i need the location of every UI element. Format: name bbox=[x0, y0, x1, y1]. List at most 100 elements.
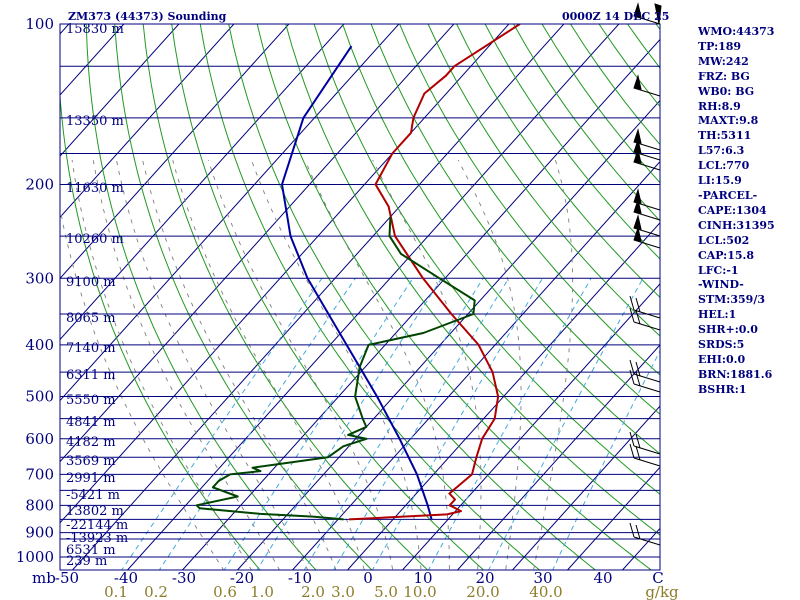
wind-barb-feather bbox=[635, 361, 641, 377]
height-label: 10260 m bbox=[66, 232, 124, 247]
mixing-ratio-lines bbox=[121, 278, 660, 570]
temperature-tick-label: -20 bbox=[230, 569, 254, 587]
temperature-tick-label: -10 bbox=[288, 569, 312, 587]
height-label: -22144 m bbox=[66, 518, 128, 533]
dry-adiabat-lines bbox=[60, 24, 660, 570]
isotherm-line bbox=[60, 24, 400, 402]
isotherm-line bbox=[237, 99, 660, 570]
mixing-ratio-line bbox=[223, 278, 414, 570]
temperature-axis-labels: mb -50 -40 -30 -20 -10 0 10 20 30 40 C bbox=[32, 569, 664, 587]
isotherm-line bbox=[457, 344, 660, 570]
moist-adiabat-line bbox=[116, 160, 309, 570]
mixing-ratio-labels: 0.1 0.2 0.6 1.0 2.0 3.0 5.0 10.0 20.0 40.0 g/kg bbox=[104, 583, 679, 600]
mixing-ratio-label: 3.0 bbox=[331, 583, 355, 600]
isotherm-line bbox=[60, 24, 180, 157]
moist-adiabat-line bbox=[71, 160, 253, 570]
wind-barb-flag bbox=[633, 226, 642, 242]
wind-barb-flag bbox=[654, 3, 662, 25]
height-label: 13802 m bbox=[66, 504, 124, 519]
wind-barb-staff bbox=[633, 15, 661, 25]
temperature-tick-label: 10 bbox=[413, 569, 432, 587]
wind-barb-staff bbox=[633, 239, 661, 249]
plot-frame bbox=[59, 23, 661, 571]
index-line: STM:359/3 bbox=[698, 293, 765, 307]
moist-adiabat-line bbox=[372, 159, 482, 570]
index-line: CAP:15.8 bbox=[698, 248, 755, 262]
temperature-tick-label: -30 bbox=[172, 569, 196, 587]
parcel-trace bbox=[281, 45, 433, 520]
index-line: LCL:502 bbox=[698, 233, 750, 247]
dry-adiabat-line bbox=[199, 24, 541, 570]
wind-barb-staff bbox=[633, 457, 661, 467]
isotherm-line bbox=[60, 24, 290, 280]
wind-barb-staff bbox=[633, 383, 661, 393]
height-label: 7140 m bbox=[66, 341, 116, 356]
dry-adiabat-line bbox=[342, 24, 660, 455]
height-label: 6531 m bbox=[66, 543, 116, 558]
parcel-line bbox=[281, 45, 433, 520]
wind-barb-feather bbox=[635, 445, 641, 461]
isotherm-line bbox=[60, 24, 235, 218]
height-label: 5550 m bbox=[66, 393, 116, 408]
index-line: TP:189 bbox=[698, 39, 742, 53]
mixing-ratio-label: 0.2 bbox=[144, 583, 168, 600]
mixing-ratio-label: 40.0 bbox=[529, 583, 562, 600]
pressure-label: 400 bbox=[25, 336, 54, 354]
mixing-ratio-label: 1.0 bbox=[250, 583, 274, 600]
dry-adiabat-line bbox=[60, 88, 261, 570]
pressure-label: 900 bbox=[25, 524, 54, 542]
index-line: HEL:1 bbox=[698, 308, 737, 322]
wind-barb-flag bbox=[633, 148, 642, 164]
temperature-trace bbox=[349, 24, 521, 521]
temperature-tick-label: -40 bbox=[114, 569, 138, 587]
moist-adiabat-line bbox=[207, 159, 394, 570]
dry-adiabat-line bbox=[399, 24, 660, 376]
mixing-ratio-label: 5.0 bbox=[374, 583, 398, 600]
pressure-label: 500 bbox=[25, 388, 54, 406]
moist-adiabat-line bbox=[60, 206, 225, 570]
moist-adiabat-line bbox=[172, 159, 365, 570]
wind-barb-feather bbox=[629, 522, 635, 538]
wind-barb-flag bbox=[633, 214, 642, 230]
index-line: -PARCEL- bbox=[698, 188, 758, 202]
wind-barb-feather bbox=[629, 359, 635, 375]
height-label: 11630 m bbox=[66, 181, 124, 196]
temperature-line bbox=[349, 24, 521, 521]
mixing-ratio-line bbox=[256, 278, 443, 570]
wind-barbs bbox=[629, 2, 662, 546]
wind-barb-staff bbox=[633, 445, 661, 455]
isotherm-line bbox=[182, 38, 660, 570]
wind-barb-flag bbox=[633, 2, 642, 18]
height-label: -5421 m bbox=[66, 488, 120, 503]
index-line: LCL:770 bbox=[698, 159, 750, 173]
index-line: MAXT:9.8 bbox=[698, 114, 759, 128]
height-label: 9100 m bbox=[66, 275, 116, 290]
wind-barb-feather bbox=[635, 297, 641, 313]
dewpoint-trace bbox=[195, 216, 476, 521]
temperature-tick-label: C bbox=[652, 569, 663, 587]
height-label: 15830 m bbox=[66, 22, 124, 37]
temperature-tick-label: 40 bbox=[593, 569, 612, 587]
dry-adiabat-line bbox=[456, 24, 660, 299]
height-label: 4841 m bbox=[66, 415, 116, 430]
index-line: TH:5311 bbox=[698, 129, 752, 143]
wind-barb-staff bbox=[633, 87, 661, 97]
pressure-label: 300 bbox=[25, 269, 54, 287]
pressure-label: 600 bbox=[25, 430, 54, 448]
index-line: WMO:44373 bbox=[698, 25, 775, 38]
mixing-ratio-label: 20.0 bbox=[466, 583, 499, 600]
index-line: RH:8.9 bbox=[698, 99, 741, 113]
wind-barb-staff bbox=[633, 536, 661, 546]
index-line: LFC:-1 bbox=[698, 263, 739, 277]
mixing-ratio-label: 2.0 bbox=[301, 583, 325, 600]
pressure-unit-label: mb bbox=[32, 569, 56, 587]
mixing-ratio-line bbox=[121, 278, 323, 570]
wind-barb-staff bbox=[633, 373, 661, 383]
dry-adiabat-line bbox=[114, 24, 373, 570]
wind-barb-feather bbox=[635, 524, 641, 540]
wind-barb-feather bbox=[629, 369, 635, 385]
dry-adiabat-line bbox=[285, 24, 660, 536]
wind-barb-flag bbox=[633, 74, 642, 90]
temperature-tick-label: 20 bbox=[475, 569, 494, 587]
wind-barb-staff bbox=[633, 161, 661, 171]
